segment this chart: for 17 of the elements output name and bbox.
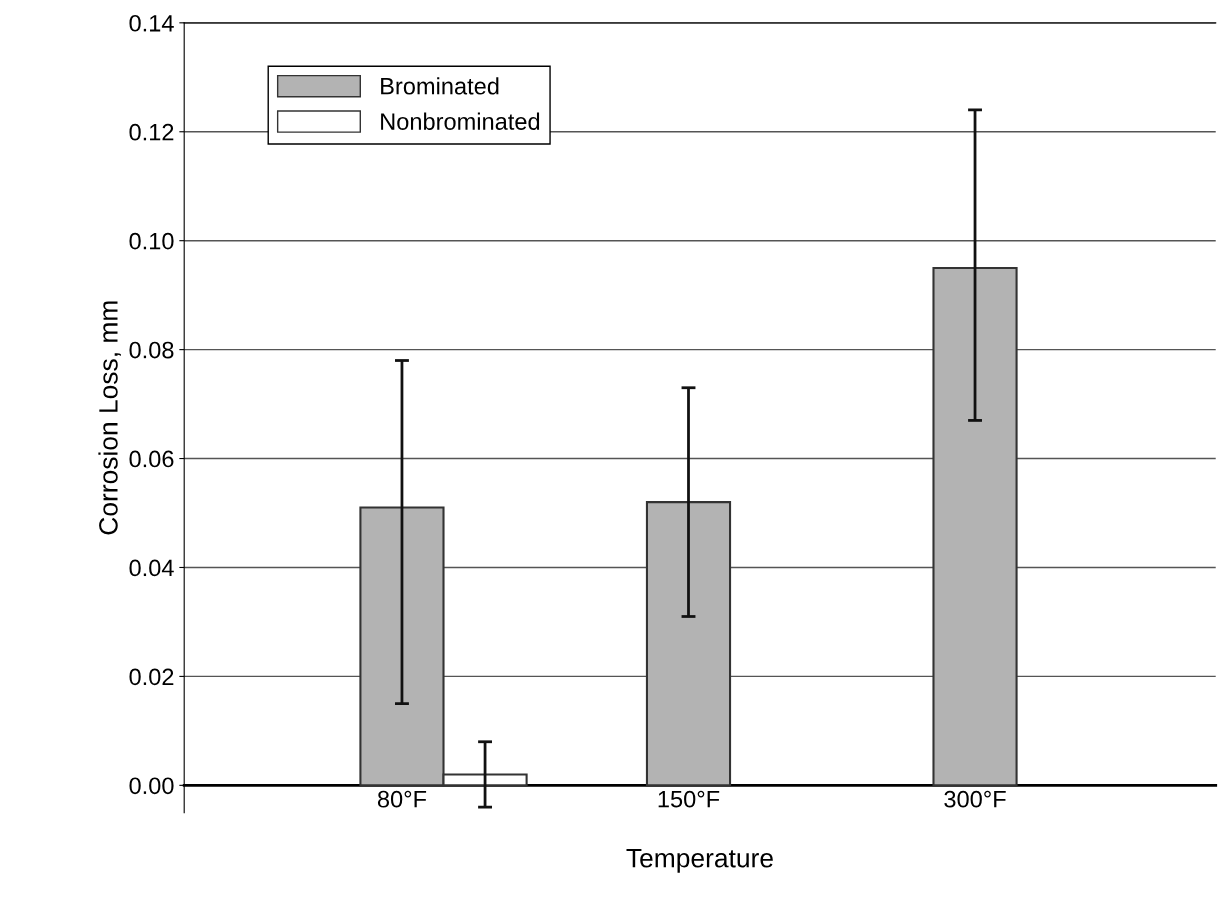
y-tick-label: 0.00 (129, 777, 174, 795)
bar (645, 501, 732, 787)
y-tick-label: 0.08 (129, 341, 174, 359)
bar (932, 266, 1018, 787)
y-tick-label: 0.04 (129, 559, 174, 577)
legend-label: Brominated (381, 77, 499, 95)
y-tick-label: 0.14 (129, 14, 174, 32)
y-tick-label: 0.06 (129, 450, 174, 468)
x-tick-label: 150°F (658, 790, 720, 808)
y-tick-label: 0.12 (129, 123, 174, 141)
x-tick-label: 80°F (377, 790, 427, 808)
y-tick-label: 0.02 (129, 668, 174, 686)
legend-label: Nonbrominated (381, 112, 540, 130)
x-axis-title: Temperature (626, 849, 773, 873)
x-tick-label: 300°F (944, 790, 1006, 808)
y-axis-title: Corrosion Loss, mm (98, 301, 121, 535)
y-tick-label: 0.10 (129, 232, 174, 250)
